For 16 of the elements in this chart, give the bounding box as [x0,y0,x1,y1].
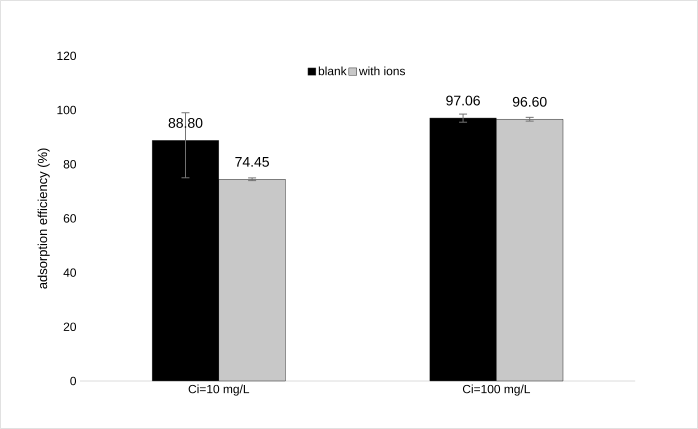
data-label: 96.60 [512,96,547,107]
y-tick-label: 20 [64,322,76,332]
y-axis-title: adsorption efficiency (%) [38,148,50,289]
data-label: 97.06 [446,96,480,106]
data-label: 88.80 [168,118,202,128]
data-label: 74.45 [235,157,269,167]
y-tick-label: 120 [57,52,76,60]
y-tick-label: 60 [64,214,76,223]
x-tick-label: Ci=100 mg/L [462,384,530,396]
x-tick-label: Ci=10 mg/L [188,384,250,396]
y-tick-label: 40 [63,268,76,277]
y-tick-label: 80 [64,160,76,168]
legend-label: blank [318,66,347,76]
y-tick-label: 100 [57,106,76,114]
legend-label: with ions [358,66,406,76]
y-tick-label: 0 [70,376,76,386]
